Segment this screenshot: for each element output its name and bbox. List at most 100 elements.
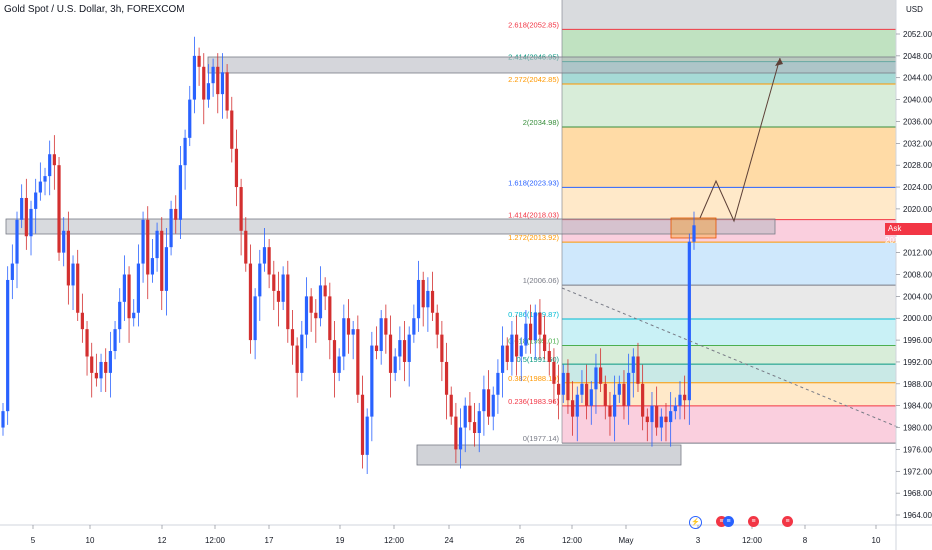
candle-body [533, 312, 537, 341]
candle-body [641, 383, 645, 417]
fib-zone [562, 127, 896, 188]
candle-body [440, 334, 444, 362]
us-flag-icon[interactable]: ≡ [748, 516, 759, 527]
candle-body [552, 361, 556, 384]
candle-body [230, 110, 234, 149]
candle-body [356, 329, 360, 395]
candle-body [398, 340, 402, 357]
candle-body [566, 372, 570, 401]
candle-body [38, 181, 42, 193]
candle-body [477, 411, 481, 434]
candle-body [613, 394, 617, 417]
time-tick-label: 12:00 [562, 536, 583, 545]
candle-body [52, 154, 56, 166]
candlestick-series [1, 36, 696, 475]
price-tick-label: 2032.00 [903, 139, 932, 148]
candle-body [561, 372, 565, 395]
supply-demand-zones[interactable] [5, 56, 897, 466]
time-tick-label: 12:00 [205, 536, 226, 545]
chart-title: Gold Spot / U.S. Dollar, 3h, FOREXCOM [4, 4, 185, 15]
fib-zone [562, 382, 896, 406]
candle-body [472, 422, 477, 434]
price-tick-label: 2052.00 [903, 30, 932, 39]
candle-body [650, 405, 654, 423]
fib-level-label: 0.236(1983.96) [508, 397, 559, 406]
trend-line[interactable] [561, 287, 901, 429]
fibonacci-extension[interactable]: 2.618(2052.85)2.414(2046.95)2.272(2042.8… [508, 0, 896, 444]
candle-body [449, 394, 453, 417]
candle-body [174, 208, 178, 220]
price-tick-label: 1980.00 [903, 424, 932, 433]
candle-body [80, 312, 84, 330]
price-tick-label: 2000.00 [903, 314, 932, 323]
price-axis[interactable]: 2052.00 2048.00 2044.00 2040.00 2036.00 2032.… [896, 30, 932, 520]
resistance-zone-mid[interactable] [5, 218, 776, 235]
fib-zone [562, 405, 896, 444]
candle-body [206, 83, 211, 100]
fib-level-label: 1.618(2023.93) [508, 178, 559, 187]
lightning-icon[interactable]: ⚡ [689, 516, 702, 529]
candle-body [290, 329, 295, 346]
candle-body [585, 383, 589, 406]
price-tick-label: 2012.00 [903, 249, 932, 258]
candle-body [141, 219, 145, 264]
candle-body [636, 356, 640, 384]
projection-arrowhead [775, 58, 783, 66]
candle-body [669, 411, 673, 423]
price-tick-label: 1972.00 [903, 467, 932, 476]
candle-body [379, 318, 383, 352]
price-tick-label: 1968.00 [903, 489, 932, 498]
candle-body [239, 187, 243, 231]
candle-body [412, 318, 416, 335]
candle-body [220, 72, 225, 95]
price-tick-label: 2044.00 [903, 74, 932, 83]
candle-body [575, 394, 579, 417]
candle-body [1, 411, 5, 428]
candle-body [225, 72, 229, 111]
time-tick-label: 3 [696, 536, 701, 545]
candle-body [262, 247, 267, 264]
candle-body [272, 274, 276, 291]
candle-body [571, 400, 575, 417]
candle-body [384, 318, 388, 335]
support-zone-bottom[interactable] [416, 444, 682, 466]
us-flag-icon[interactable]: ≡ [716, 516, 727, 527]
candle-body [169, 208, 173, 248]
us-flag-icon[interactable]: ≡ [723, 516, 734, 527]
candle-body [122, 274, 126, 302]
fib-level-label: 0(1977.14) [523, 434, 560, 443]
resistance-zone-top[interactable] [207, 56, 897, 74]
projection-path[interactable] [699, 57, 781, 223]
candle-body [673, 405, 677, 412]
time-tick-label: 17 [265, 536, 274, 545]
candle-body [692, 225, 696, 242]
time-axis[interactable]: 5 10 12 12:00 17 19 12:00 24 26 12:00 May 3 12:00 8 10 [31, 525, 881, 545]
price-tick-label: 2008.00 [903, 271, 932, 280]
candle-body [10, 263, 14, 280]
fib-level-label: 0.5(1991.60) [516, 355, 559, 364]
candle-body [146, 219, 150, 275]
candle-body [118, 301, 122, 330]
candle-body [444, 361, 449, 395]
candle-body [258, 263, 262, 297]
time-tick-label: 12:00 [742, 536, 763, 545]
time-tick-label: 5 [31, 536, 36, 545]
candle-body [463, 405, 467, 428]
us-flag-icon[interactable]: ≡ [782, 516, 793, 527]
time-tick-label: 10 [872, 536, 881, 545]
fib-zone [562, 84, 896, 128]
price-tick-label: 2048.00 [903, 52, 932, 61]
candle-body [309, 296, 313, 313]
candle-body [104, 361, 108, 373]
ask-price-label: Ask 2017.06 [885, 223, 932, 245]
candle-body [360, 394, 365, 455]
candle-body [94, 372, 98, 379]
candle-body [421, 279, 425, 308]
candle-body [416, 279, 421, 319]
candle-body [510, 334, 514, 362]
price-tick-label: 1988.00 [903, 380, 932, 389]
price-tick-label: 2020.00 [903, 205, 932, 214]
candle-body [20, 197, 24, 220]
time-tick-label: 10 [86, 536, 95, 545]
